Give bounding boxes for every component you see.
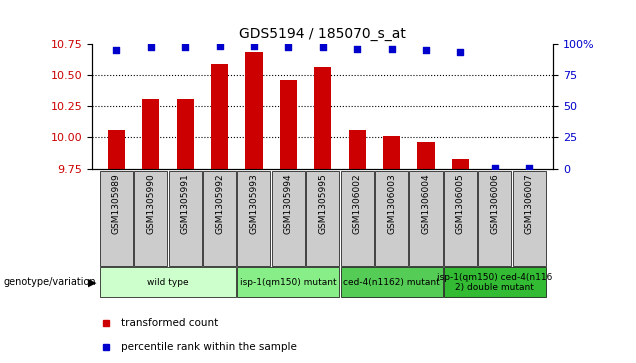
FancyBboxPatch shape (100, 268, 236, 297)
Bar (452, 159, 469, 169)
Text: GSM1305993: GSM1305993 (249, 174, 258, 234)
Point (249, 43, 259, 49)
Bar (314, 68, 331, 169)
Text: isp-1(qm150) ced-4(n116
2) double mutant: isp-1(qm150) ced-4(n116 2) double mutant (437, 273, 553, 292)
Point (111, 47, 121, 53)
FancyBboxPatch shape (478, 171, 511, 266)
Point (214, 43, 225, 49)
FancyBboxPatch shape (444, 268, 546, 297)
FancyBboxPatch shape (513, 171, 546, 266)
FancyBboxPatch shape (444, 171, 477, 266)
Point (490, 165, 500, 171)
Point (524, 165, 534, 171)
Text: GSM1305992: GSM1305992 (215, 174, 224, 234)
FancyBboxPatch shape (410, 171, 443, 266)
Bar (417, 143, 434, 169)
Point (180, 44, 190, 50)
Text: GSM1306007: GSM1306007 (525, 174, 534, 234)
Bar (349, 130, 366, 169)
Text: ced-4(n1162) mutant: ced-4(n1162) mutant (343, 278, 440, 287)
FancyBboxPatch shape (341, 268, 443, 297)
Point (455, 49, 466, 55)
Text: GSM1305990: GSM1305990 (146, 174, 155, 234)
Text: GSM1305989: GSM1305989 (112, 174, 121, 234)
FancyBboxPatch shape (203, 171, 236, 266)
Bar (177, 99, 194, 169)
FancyBboxPatch shape (237, 268, 339, 297)
Text: GSM1305995: GSM1305995 (318, 174, 328, 234)
Bar (211, 64, 228, 169)
Bar (245, 52, 263, 169)
Bar (142, 99, 160, 169)
Point (421, 47, 431, 53)
Text: genotype/variation: genotype/variation (3, 277, 96, 287)
Point (146, 44, 156, 50)
Text: ▶: ▶ (88, 277, 96, 287)
Text: GSM1306003: GSM1306003 (387, 174, 396, 234)
FancyBboxPatch shape (341, 171, 374, 266)
Bar (107, 130, 125, 169)
Text: percentile rank within the sample: percentile rank within the sample (121, 342, 297, 352)
Title: GDS5194 / 185070_s_at: GDS5194 / 185070_s_at (239, 27, 406, 41)
Bar (280, 80, 297, 169)
Point (283, 44, 293, 50)
FancyBboxPatch shape (272, 171, 305, 266)
Point (318, 44, 328, 50)
FancyBboxPatch shape (375, 171, 408, 266)
FancyBboxPatch shape (134, 171, 167, 266)
FancyBboxPatch shape (100, 171, 133, 266)
Point (352, 46, 363, 52)
Text: GSM1306004: GSM1306004 (422, 174, 431, 234)
Text: GSM1305994: GSM1305994 (284, 174, 293, 234)
Text: GSM1306006: GSM1306006 (490, 174, 499, 234)
Bar (383, 136, 400, 169)
Point (387, 46, 397, 52)
Text: GSM1306002: GSM1306002 (353, 174, 362, 234)
Text: isp-1(qm150) mutant: isp-1(qm150) mutant (240, 278, 336, 287)
Text: GSM1306005: GSM1306005 (456, 174, 465, 234)
FancyBboxPatch shape (169, 171, 202, 266)
Text: wild type: wild type (147, 278, 189, 287)
FancyBboxPatch shape (307, 171, 339, 266)
Text: GSM1305991: GSM1305991 (181, 174, 190, 234)
Text: transformed count: transformed count (121, 318, 218, 328)
FancyBboxPatch shape (237, 171, 270, 266)
